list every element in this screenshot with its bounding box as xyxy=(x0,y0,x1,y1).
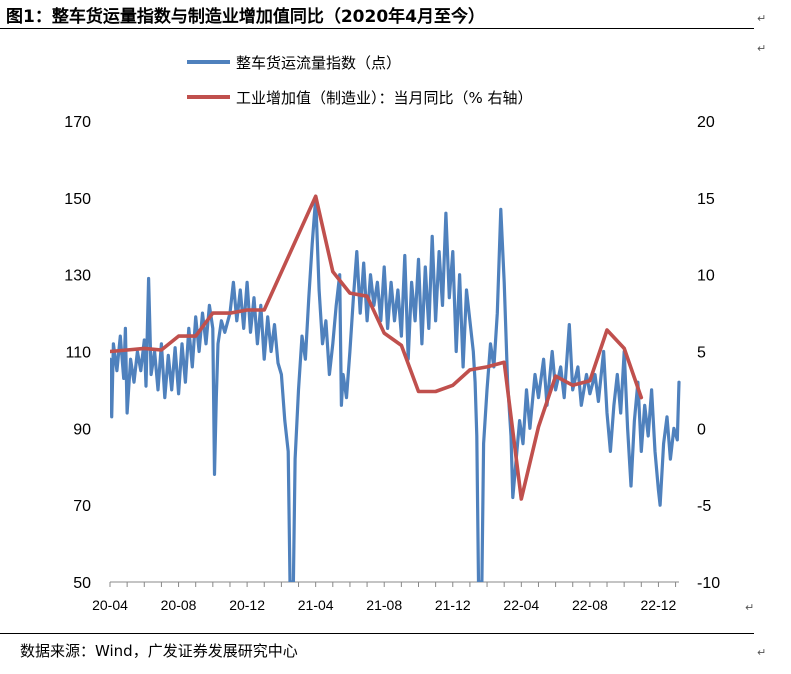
x-tick-label: 21-08 xyxy=(366,597,402,613)
x-tick-label: 22-04 xyxy=(503,597,539,613)
series-line-freight-index xyxy=(110,198,679,582)
y-left-tick-label: 50 xyxy=(73,575,91,592)
y-right-tick-label: 20 xyxy=(697,114,715,131)
x-tick-label: 20-04 xyxy=(92,597,128,613)
x-tick-label: 21-04 xyxy=(298,597,334,613)
x-tick-label: 20-12 xyxy=(229,597,265,613)
y-left-tick-label: 90 xyxy=(73,421,91,438)
y-left-tick-label: 130 xyxy=(64,268,91,285)
paragraph-mark: ↵ xyxy=(757,646,766,659)
legend-label: 整车货运流量指数（点） xyxy=(236,54,401,72)
y-left-tick-label: 110 xyxy=(65,345,91,362)
y-left-tick-label: 150 xyxy=(64,191,91,208)
x-tick-label: 21-12 xyxy=(435,597,471,613)
y-right-tick-label: 5 xyxy=(697,345,706,362)
y-left-tick-label: 70 xyxy=(73,498,91,515)
x-tick-label: 20-08 xyxy=(161,597,197,613)
bottom-rule xyxy=(0,633,754,634)
y-right-tick-label: -10 xyxy=(697,575,720,592)
legend-label: 工业增加值（制造业）：当月同比（% 右轴） xyxy=(236,89,533,107)
source-note: 数据来源：Wind，广发证券发展研究中心 xyxy=(20,640,298,661)
y-right-tick-label: 15 xyxy=(697,191,715,208)
y-right-tick-label: 0 xyxy=(697,421,706,438)
y-left-tick-label: 170 xyxy=(64,114,91,131)
y-right-tick-label: -5 xyxy=(697,498,711,515)
y-right-tick-label: 10 xyxy=(697,268,715,285)
x-tick-label: 22-08 xyxy=(572,597,608,613)
x-tick-label: 22-12 xyxy=(641,597,677,613)
chart: 20-04 20-08 20-12 21-04 21-08 21-12 22-04 22-08… xyxy=(0,0,791,674)
